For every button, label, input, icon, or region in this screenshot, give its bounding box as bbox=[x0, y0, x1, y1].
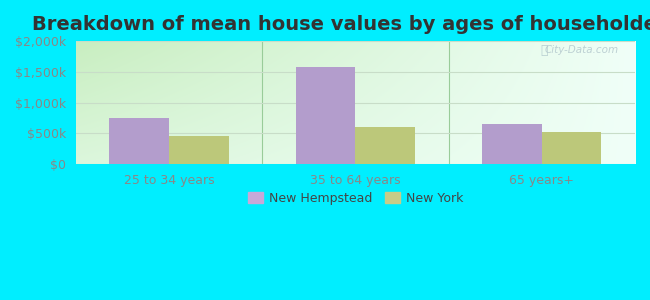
Legend: New Hempstead, New York: New Hempstead, New York bbox=[242, 187, 468, 210]
Bar bbox=[296, 67, 356, 164]
Bar bbox=[169, 136, 229, 164]
Bar bbox=[542, 132, 601, 164]
Bar bbox=[356, 127, 415, 164]
Title: Breakdown of mean house values by ages of householders: Breakdown of mean house values by ages o… bbox=[32, 15, 650, 34]
Bar bbox=[482, 124, 542, 164]
Bar bbox=[109, 118, 169, 164]
Text: City-Data.com: City-Data.com bbox=[544, 45, 618, 55]
Text: ⓘ: ⓘ bbox=[541, 44, 549, 57]
